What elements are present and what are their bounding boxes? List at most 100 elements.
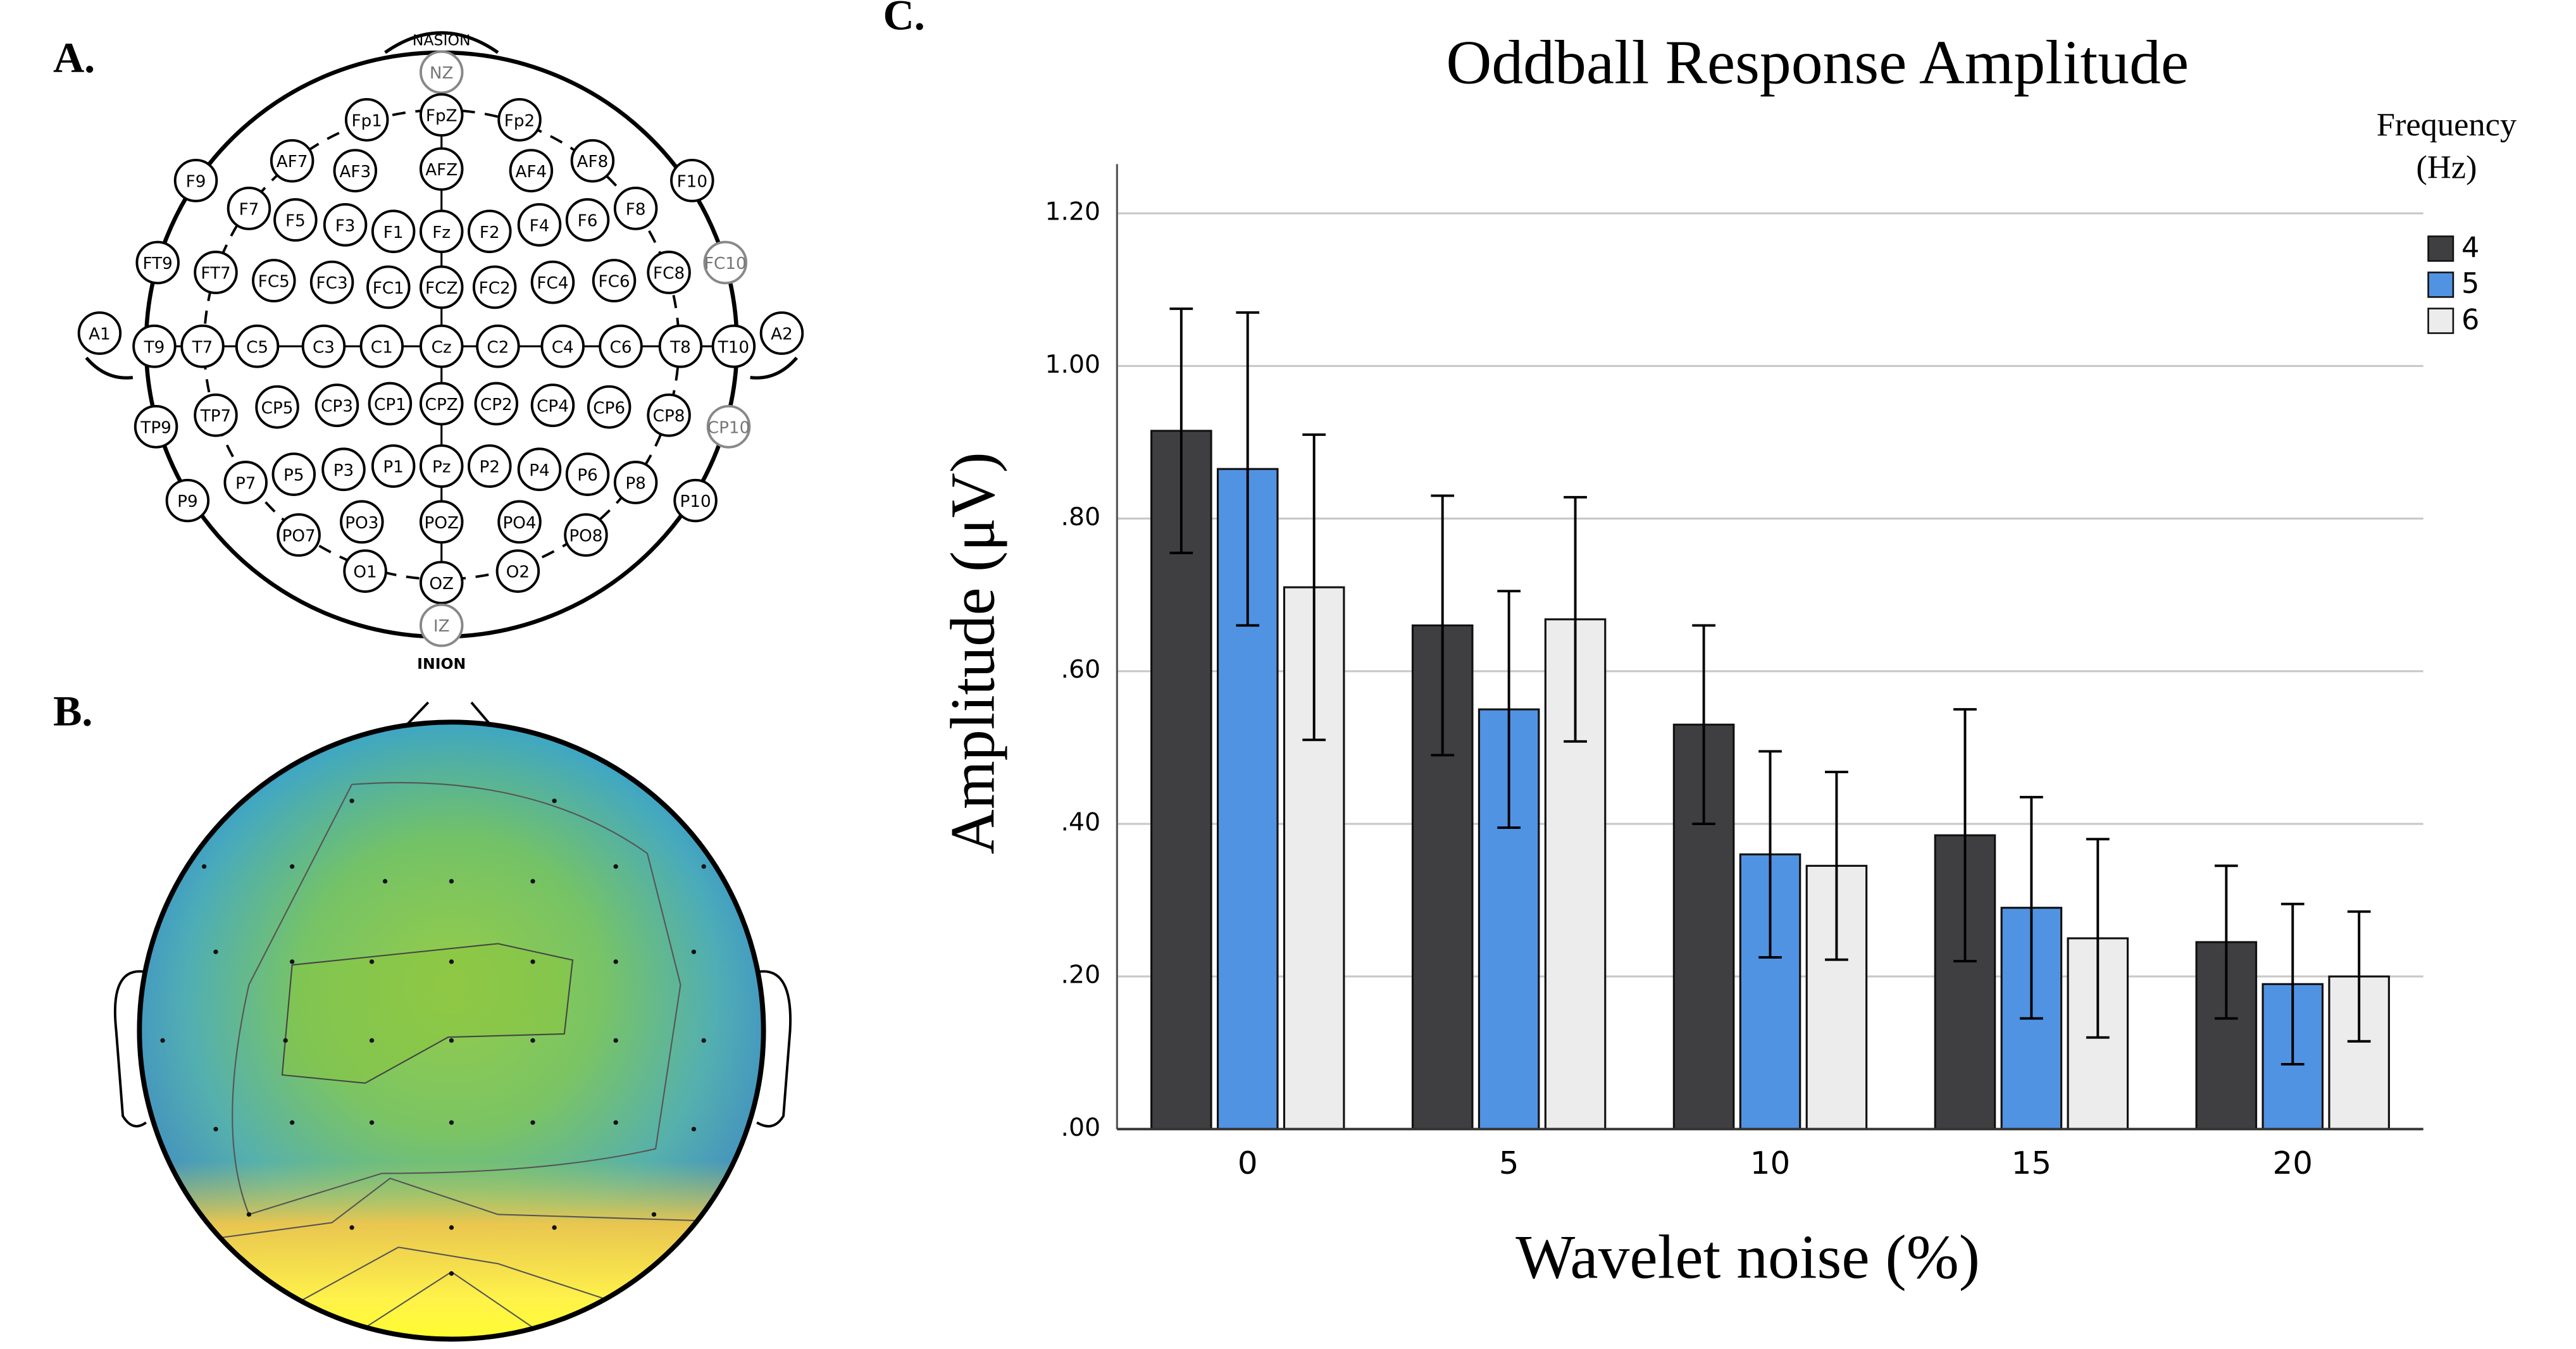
electrode bbox=[419, 209, 464, 254]
electrode-label: FCZ bbox=[425, 279, 457, 298]
error-bar bbox=[1825, 771, 1848, 961]
error-bar bbox=[1431, 494, 1455, 757]
electrode bbox=[227, 187, 271, 230]
electrode-label: P5 bbox=[283, 466, 304, 485]
electrode bbox=[670, 158, 714, 202]
electrode bbox=[472, 265, 517, 309]
electrode bbox=[419, 561, 464, 605]
x-tick-label: 10 bbox=[1750, 1145, 1790, 1181]
sensor-dot bbox=[552, 799, 557, 804]
electrode bbox=[517, 447, 562, 492]
sensor-dot bbox=[289, 1120, 295, 1125]
electrode-label: F7 bbox=[239, 201, 259, 220]
y-tick-label: .60 bbox=[1061, 656, 1101, 684]
sensor-dot bbox=[349, 1225, 354, 1230]
electrode-label: TP9 bbox=[140, 419, 171, 438]
electrode bbox=[252, 259, 296, 302]
electrode bbox=[132, 324, 177, 368]
electrode bbox=[419, 93, 464, 137]
sensor-dot bbox=[246, 1212, 252, 1217]
electrode bbox=[235, 324, 280, 368]
electrode-label: PO8 bbox=[569, 527, 602, 546]
electrode-label: CP3 bbox=[321, 397, 353, 416]
electrode-label: P9 bbox=[177, 492, 198, 511]
electrode bbox=[565, 452, 610, 496]
electrode bbox=[344, 97, 389, 142]
electrode-label: P1 bbox=[383, 458, 404, 477]
electrode bbox=[419, 50, 464, 94]
electrode bbox=[366, 265, 411, 309]
head-outline bbox=[137, 719, 766, 1342]
electrode bbox=[180, 324, 225, 368]
electrode bbox=[613, 187, 658, 230]
y-tick-label: .40 bbox=[1061, 809, 1101, 837]
sensor-dot bbox=[213, 949, 218, 954]
x-axis-label: Wavelet noise (%) bbox=[1515, 1223, 1980, 1291]
electrode-label: PO4 bbox=[502, 514, 536, 533]
panel-label: A. bbox=[53, 34, 95, 82]
ear bbox=[750, 356, 799, 380]
electrode bbox=[223, 461, 268, 504]
ear bbox=[113, 970, 147, 1128]
error-bar bbox=[2086, 838, 2110, 1039]
electrode-label: F8 bbox=[626, 201, 646, 220]
electrode bbox=[419, 603, 464, 647]
electrode-label: O2 bbox=[506, 563, 530, 582]
ear bbox=[756, 970, 792, 1128]
electrode-label: IZ bbox=[433, 617, 450, 636]
sensor-dot bbox=[289, 864, 295, 869]
electrode bbox=[476, 324, 520, 368]
x-tick-label: 0 bbox=[1238, 1145, 1258, 1181]
electrode bbox=[474, 382, 519, 426]
error-bar bbox=[2280, 902, 2305, 1066]
electrode-label: A1 bbox=[89, 325, 111, 344]
electrode bbox=[468, 209, 512, 254]
electrode bbox=[419, 324, 464, 368]
electrode-label: T8 bbox=[669, 338, 691, 357]
electrode bbox=[468, 444, 512, 488]
sensor-dot bbox=[369, 1120, 375, 1125]
electrode bbox=[343, 549, 387, 593]
legend-label: 6 bbox=[2461, 304, 2479, 337]
electrode bbox=[587, 385, 632, 429]
sensor-dot bbox=[613, 1038, 618, 1043]
sensor-dot bbox=[283, 1038, 288, 1043]
electrode bbox=[301, 324, 346, 368]
y-tick-label: 1.20 bbox=[1045, 198, 1101, 227]
nasion-label: NASION bbox=[413, 31, 471, 49]
electrode-label: T9 bbox=[144, 338, 165, 357]
electrode-label: NZ bbox=[430, 64, 454, 83]
electrode-label: FC5 bbox=[258, 273, 290, 292]
electrode-label: F9 bbox=[186, 172, 206, 191]
electrode bbox=[77, 311, 122, 355]
y-tick-label: 1.00 bbox=[1045, 351, 1101, 379]
topomap bbox=[113, 701, 792, 1342]
electrode bbox=[255, 385, 299, 429]
electrode-label: AF3 bbox=[339, 163, 371, 182]
sensor-dot bbox=[530, 1038, 535, 1043]
electrode bbox=[340, 500, 384, 544]
electrode-label: FT7 bbox=[201, 264, 230, 283]
panel-label: C. bbox=[883, 0, 924, 39]
electrode-label: P8 bbox=[625, 475, 646, 494]
electrode-label: P3 bbox=[333, 461, 354, 480]
legend-swatch bbox=[2427, 235, 2455, 262]
sensor-dot bbox=[449, 1038, 454, 1043]
electrode-label: CP6 bbox=[593, 399, 625, 418]
electrode-label: CP2 bbox=[480, 395, 513, 414]
electrode bbox=[309, 260, 354, 304]
electrode bbox=[419, 382, 464, 426]
electrode-label: C4 bbox=[552, 338, 574, 357]
legend-swatch bbox=[2427, 271, 2455, 298]
x-tick-label: 5 bbox=[1499, 1145, 1519, 1181]
legend-label: 5 bbox=[2461, 268, 2479, 300]
sensor-dot bbox=[691, 949, 697, 954]
error-bar bbox=[1236, 311, 1260, 627]
electrode bbox=[321, 447, 366, 492]
electrode bbox=[419, 500, 464, 544]
y-axis-label: Amplitude (μV) bbox=[938, 452, 1008, 854]
electrode bbox=[371, 444, 416, 488]
electrode bbox=[314, 383, 359, 428]
electrode-label: OZ bbox=[429, 575, 454, 594]
